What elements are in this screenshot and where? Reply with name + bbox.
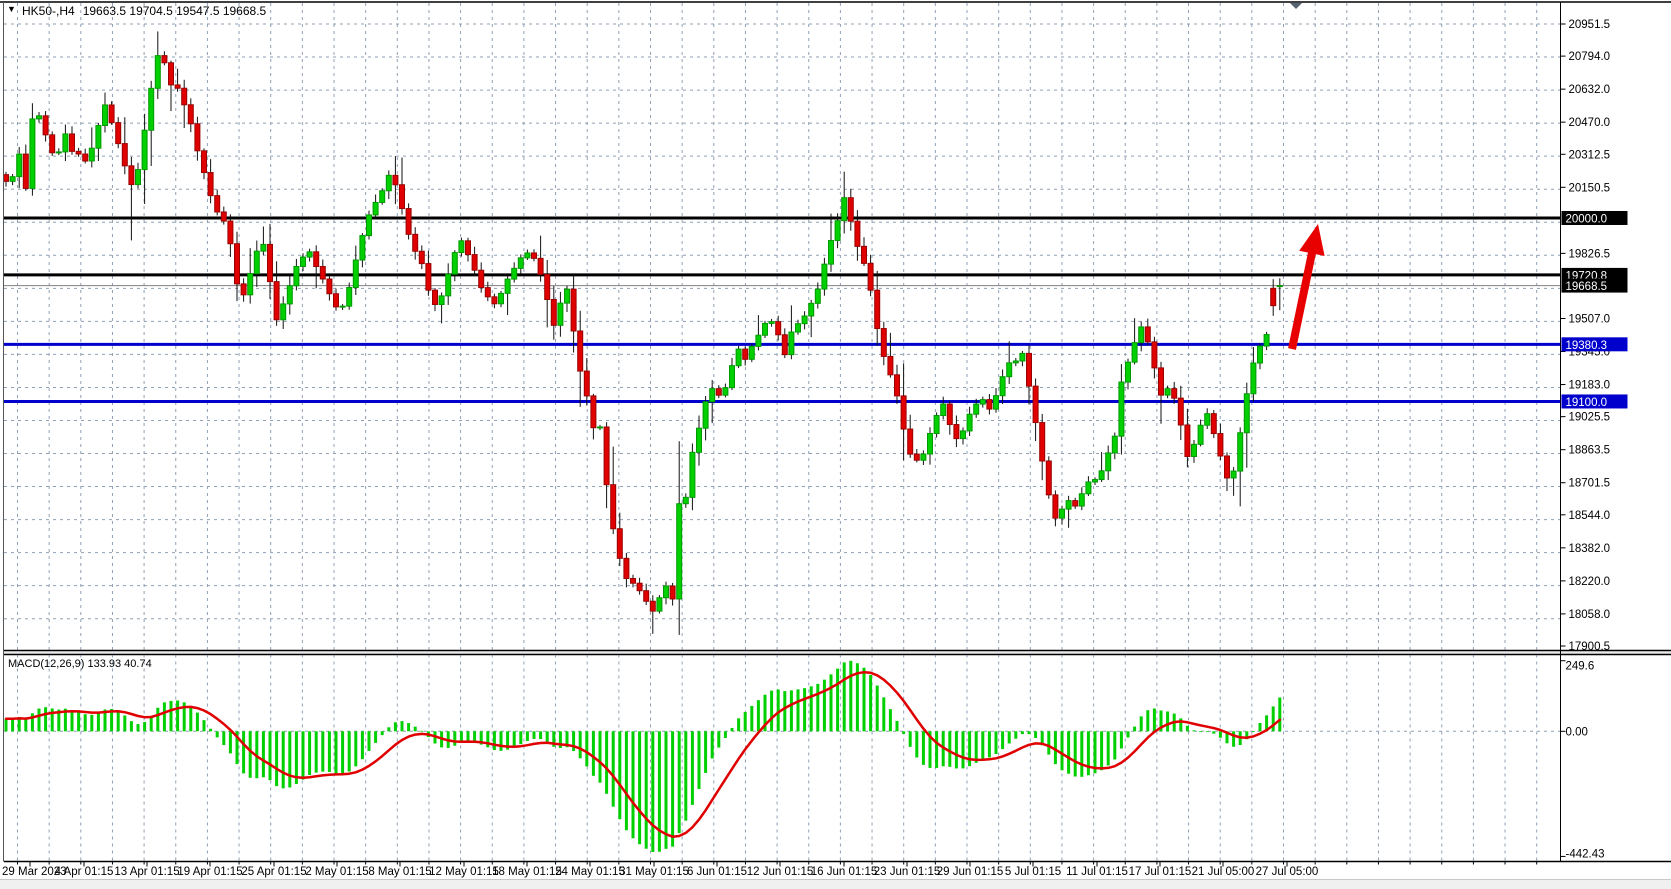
price-tick-label: 20470.0: [1569, 117, 1611, 129]
window-bottom-strip: [0, 879, 1671, 889]
chart-shift-marker-icon[interactable]: [1290, 3, 1302, 9]
price-tick-label: 19826.5: [1569, 248, 1611, 260]
ohlc-values-label: 19663.5 19704.5 19547.5 19668.5: [82, 4, 267, 18]
price-tick-label: 18701.5: [1569, 478, 1611, 490]
price-tick-label: 18382.0: [1569, 543, 1611, 555]
price-tick-label: 18220.0: [1569, 576, 1611, 588]
time-tick-label: 19 Apr 01:15: [177, 866, 242, 878]
time-tick-label: 29 Jun 01:15: [937, 866, 1004, 878]
macd-panel-plot[interactable]: [4, 655, 1561, 862]
price-tick-label: 18544.0: [1569, 510, 1611, 522]
time-tick-label: 24 May 01:15: [555, 866, 625, 878]
price-tick-label: 20312.5: [1569, 149, 1611, 161]
price-badge-label: 20000.0: [1566, 213, 1608, 225]
price-tick-label: 20794.0: [1569, 51, 1611, 63]
time-tick-label: 13 Apr 01:15: [114, 866, 179, 878]
macd-indicator-label: MACD(12,26,9) 133.93 40.74: [8, 658, 152, 670]
price-badge-19668.5: [1561, 278, 1628, 293]
indicator-collapse-icon: ▼: [7, 4, 16, 14]
chart-title: HK50-,H4 19663.5 19704.5 19547.5 19668.5: [22, 4, 266, 18]
price-tick-label: 20150.5: [1569, 182, 1611, 194]
time-tick-label: 2 May 01:15: [305, 866, 368, 878]
price-tick-label: 18863.5: [1569, 445, 1611, 457]
price-level-lines: [4, 216, 1561, 403]
price-tick-label: 19507.0: [1569, 313, 1611, 325]
main-chart-plot[interactable]: [4, 3, 1561, 651]
time-tick-label: 6 Jun 01:15: [687, 866, 747, 878]
time-tick-label: 4 Apr 01:15: [55, 866, 114, 878]
price-tick-label: 20951.5: [1569, 19, 1611, 31]
time-tick-label: 11 Jul 01:15: [1066, 866, 1128, 878]
time-tick-label: 25 Apr 01:15: [241, 866, 306, 878]
price-badge-19720.8: [1561, 267, 1628, 282]
price-axis[interactable]: 20951.5 20794.0 20632.0 20470.0 20312.5 20150…: [1560, 19, 1628, 860]
price-badge-label: 19100.0: [1566, 397, 1608, 409]
time-tick-label: 16 Jun 01:15: [811, 866, 878, 878]
time-tick-label: 29 Mar 2023: [2, 866, 67, 878]
price-badge-20000.0: [1561, 210, 1628, 225]
time-tick-label: 5 Jul 01:15: [1005, 866, 1061, 878]
macd-axis-label: 249.6: [1566, 661, 1595, 673]
price-badge-19380.3: [1561, 337, 1628, 352]
time-tick-label: 27 Jul 05:00: [1256, 866, 1319, 878]
price-tick-label: 18058.0: [1569, 609, 1611, 621]
macd-signal-line: [4, 670, 1282, 838]
macd-axis-label: 0.00: [1566, 726, 1588, 738]
annotation-arrow[interactable]: [1288, 224, 1325, 350]
symbol-period-label: HK50-,H4: [22, 4, 75, 18]
time-tick-label: 31 May 01:15: [619, 866, 689, 878]
time-tick-label: 17 Jul 01:15: [1129, 866, 1192, 878]
price-tick-label: 17900.5: [1569, 641, 1611, 653]
price-badge-19100.0: [1561, 394, 1628, 409]
macd-axis-label: -442.43: [1566, 848, 1605, 860]
time-tick-label: 18 May 01:15: [492, 866, 562, 878]
panel-borders: [0, 1, 1671, 863]
time-tick-label: 12 May 01:15: [429, 866, 499, 878]
time-tick-label: 8 May 01:15: [368, 866, 431, 878]
price-tick-label: 20632.0: [1569, 84, 1611, 96]
candlesticks: [4, 31, 1283, 635]
price-tick-label: 19025.5: [1569, 412, 1611, 424]
time-tick-label: 23 Jun 01:15: [874, 866, 941, 878]
price-tick-label: 19183.0: [1569, 380, 1611, 392]
time-tick-label: 12 Jun 01:15: [747, 866, 814, 878]
time-tick-label: 21 Jul 05:00: [1192, 866, 1255, 878]
price-badge-label: 19380.3: [1566, 340, 1608, 352]
price-badge-label: 19668.5: [1566, 281, 1608, 293]
